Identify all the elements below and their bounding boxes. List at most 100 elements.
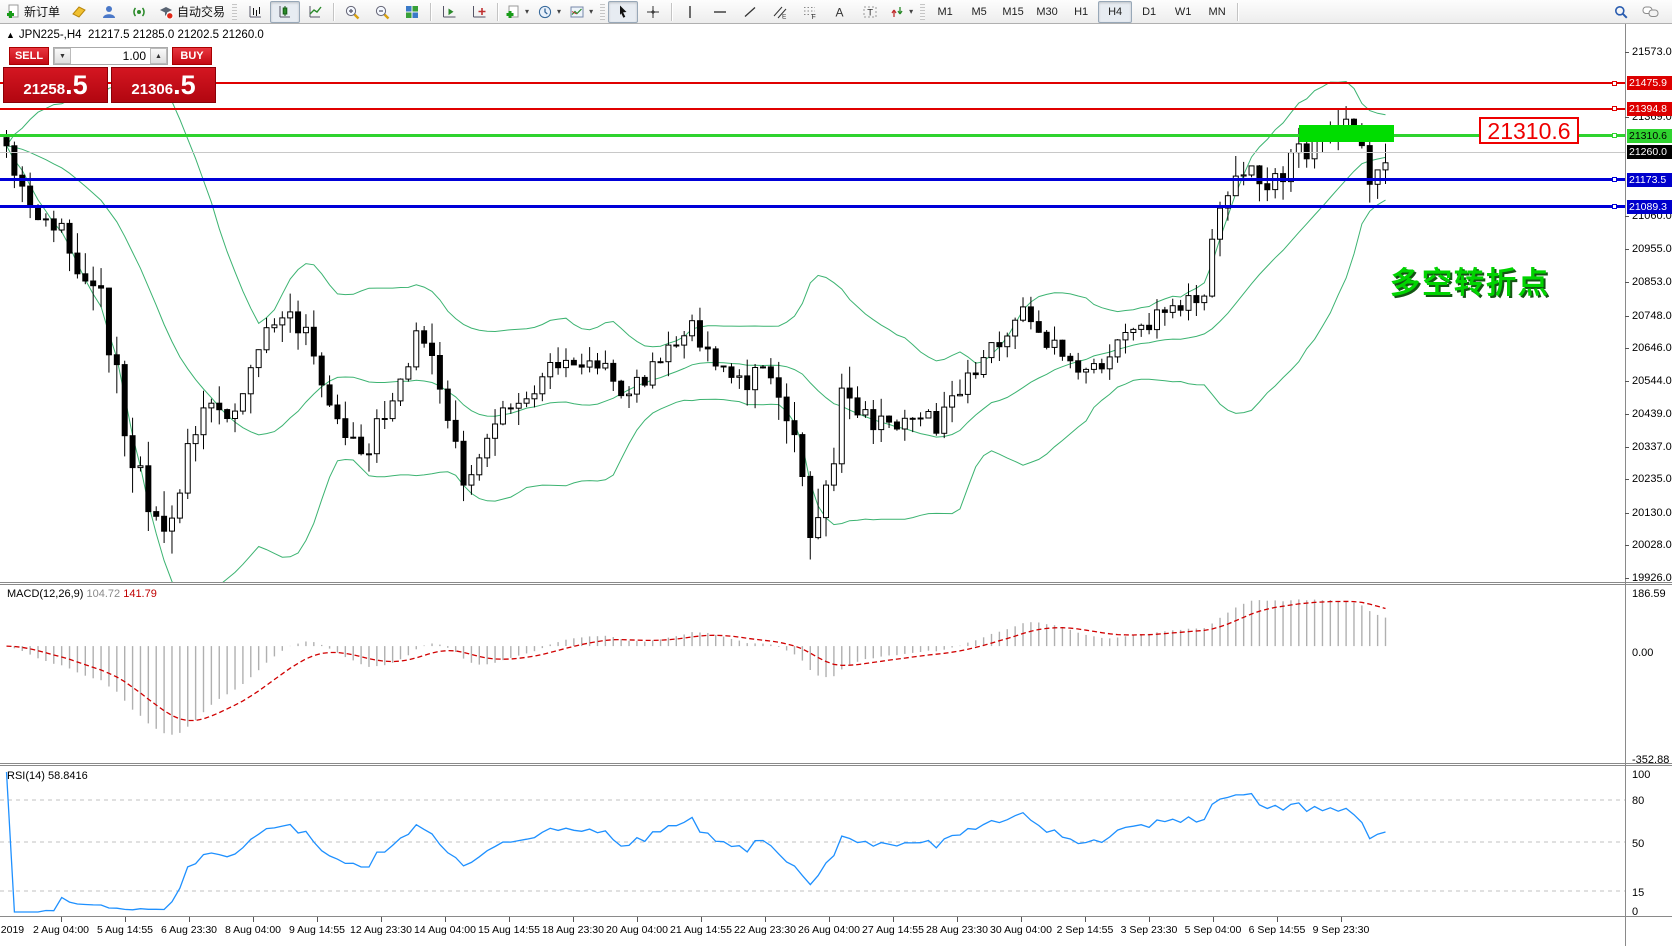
turning-point-annotation[interactable]: 多空转折点 [1390, 267, 1550, 300]
macd-name: MACD(12,26,9) [7, 588, 84, 600]
tab-timeframe-mn[interactable]: MN [1200, 1, 1234, 23]
level-line-21260.0[interactable] [0, 151, 1625, 153]
new-order-icon [7, 4, 19, 18]
level-line-21089.3[interactable] [0, 205, 1625, 208]
arrows-icon [891, 6, 903, 17]
tab-timeframe-h1[interactable]: H1 [1064, 1, 1098, 23]
tab-timeframe-m5[interactable]: M5 [962, 1, 996, 23]
zoom-in-button[interactable] [337, 1, 367, 23]
main-price-pane[interactable] [0, 24, 1625, 583]
channel-tool-button[interactable]: E [765, 1, 795, 23]
candlestick-mode-button[interactable] [270, 0, 301, 23]
level-line-21310.6[interactable] [0, 134, 1625, 138]
fibonacci-tool-button[interactable]: F [795, 1, 825, 23]
indicator-axis-label: 50 [1632, 838, 1645, 850]
trendline-tool-button[interactable] [735, 1, 765, 23]
text-tool-button[interactable]: A [825, 1, 855, 23]
axis-tick-mark [1625, 446, 1629, 448]
svg-text:A: A [836, 5, 844, 19]
time-tick-label: 5 Aug 14:55 [96, 924, 154, 936]
time-tick-mark [1277, 916, 1278, 922]
level-line-21394.8[interactable] [0, 107, 1625, 110]
crosshair-icon [647, 5, 660, 18]
macd-signal-value: 141.79 [123, 588, 157, 600]
search-button[interactable] [1606, 1, 1636, 23]
axis-tick-mark [1625, 52, 1629, 53]
buy-price-main: 21306 [131, 81, 174, 98]
sell-button[interactable]: SELL [9, 47, 49, 65]
timeframe-label: M30 [1036, 5, 1058, 18]
label-tool-button[interactable]: T [855, 1, 885, 23]
buy-button[interactable]: BUY [172, 47, 212, 65]
template-icon [570, 6, 584, 17]
buy-price-box[interactable]: 21306.5 [111, 67, 216, 103]
cursor-icon [620, 5, 627, 18]
signals-button[interactable] [124, 1, 154, 23]
tab-timeframe-m15[interactable]: M15 [996, 1, 1030, 23]
time-tick-label: 12 Aug 23:30 [350, 924, 412, 936]
level-handle[interactable] [1612, 204, 1617, 209]
periods-caret: ▾ [557, 7, 562, 16]
time-tick-mark [61, 916, 62, 922]
trendline-icon [744, 6, 756, 17]
volume-increase-button[interactable]: ▲ [150, 48, 167, 64]
zoom-out-button[interactable] [367, 1, 397, 23]
time-tick-label: 20 Aug 04:00 [606, 924, 668, 936]
templates-button[interactable]: ▾ [565, 1, 597, 23]
auto-scroll-icon [443, 5, 456, 17]
chat-button[interactable] [1636, 1, 1666, 23]
arrows-tool-button[interactable]: ▾ [885, 1, 917, 23]
level-handle[interactable] [1612, 106, 1617, 112]
timeframe-label: H4 [1108, 5, 1123, 18]
arrows-caret: ▾ [909, 7, 914, 16]
new-chart-button[interactable]: ▾ [501, 1, 533, 23]
tab-timeframe-m30[interactable]: M30 [1030, 1, 1064, 23]
chart-shift-button[interactable] [464, 1, 494, 23]
level-handle[interactable] [1612, 177, 1617, 183]
level-line-21173.5[interactable] [0, 178, 1625, 182]
time-axis[interactable]: 31 Jul 2019 2 Aug 04:00 5 Aug 14:55 6 Aug 2… [0, 916, 1672, 946]
timeframe-label: M5 [971, 5, 987, 18]
tab-timeframe-m1[interactable]: M1 [928, 1, 962, 23]
crosshair-tool-button[interactable] [638, 1, 668, 23]
auto-trading-button[interactable]: 自动交易 [154, 1, 229, 23]
bar-chart-mode-button[interactable] [240, 1, 270, 23]
vertical-line-tool-button[interactable] [675, 1, 705, 23]
periods-button[interactable]: ▾ [533, 1, 565, 23]
channel-icon: E [773, 6, 787, 20]
level-line-21475.9[interactable] [0, 82, 1625, 84]
tab-timeframe-h4[interactable]: H4 [1098, 0, 1133, 23]
line-chart-mode-button[interactable] [300, 1, 330, 23]
sell-price-box[interactable]: 21258.5 [3, 67, 108, 103]
one-click-panel-toggle-icon[interactable]: ▲ [6, 30, 15, 40]
timeframe-label: W1 [1174, 5, 1192, 18]
price-callout-label[interactable]: 21310.6 [1479, 117, 1579, 144]
level-handle[interactable] [1612, 133, 1617, 139]
time-tick-mark [381, 916, 382, 922]
indicator-axis-label: 15 [1632, 887, 1645, 899]
macd-pane[interactable] [0, 584, 1625, 764]
volume-decrease-button[interactable]: ▼ [54, 48, 71, 64]
tab-timeframe-w1[interactable]: W1 [1166, 1, 1200, 23]
metaeditor-button[interactable] [64, 1, 94, 23]
pane-separator[interactable] [0, 763, 1672, 766]
tab-timeframe-d1[interactable]: D1 [1132, 1, 1166, 23]
cursor-tool-button[interactable] [608, 0, 639, 23]
price-badge: 21394.8 [1627, 101, 1672, 116]
tile-windows-button[interactable] [397, 1, 427, 23]
new-order-button[interactable]: 新订单 [1, 1, 64, 23]
price-tick-label: 20853.0 [1632, 275, 1672, 288]
rsi-pane[interactable] [0, 766, 1625, 916]
time-tick-mark [573, 916, 574, 922]
chart-title: ▲ JPN225-,H4 21217.5 21285.0 21202.5 2126… [6, 29, 264, 41]
horizontal-line-tool-button[interactable] [705, 1, 735, 23]
highlight-rectangle[interactable] [1299, 125, 1394, 142]
volume-input[interactable] [71, 48, 150, 64]
time-tick-mark [125, 916, 126, 922]
profile-button[interactable] [94, 1, 124, 23]
auto-scroll-button[interactable] [434, 1, 464, 23]
sell-price-frac: .5 [65, 70, 88, 100]
level-handle[interactable] [1612, 80, 1617, 86]
sell-price-main: 21258 [23, 81, 66, 98]
pane-separator[interactable] [0, 582, 1672, 585]
